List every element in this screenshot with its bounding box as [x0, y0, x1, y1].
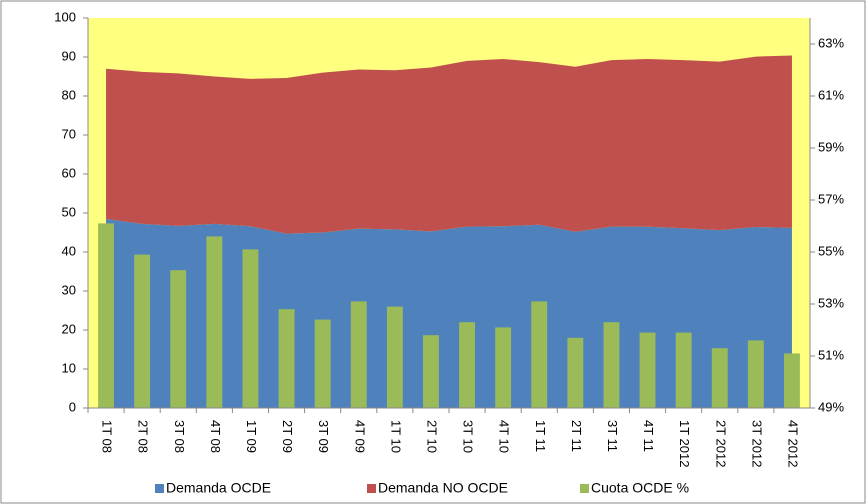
x-tick-label: 3T 09: [316, 420, 331, 453]
legend-swatch: [155, 484, 164, 493]
x-tick-label: 2T 10: [425, 420, 440, 453]
bar: [531, 301, 548, 408]
bar: [350, 301, 367, 408]
y-tick-label: 40: [62, 243, 76, 258]
bar: [747, 340, 764, 408]
x-tick-label: 2T 09: [280, 420, 295, 453]
bar: [784, 353, 800, 408]
y2-tick-label: 63%: [818, 35, 844, 50]
bar: [134, 254, 151, 408]
y2-tick-label: 57%: [818, 191, 844, 206]
bar: [639, 332, 656, 408]
bar: [567, 337, 584, 408]
legend-swatch: [367, 484, 376, 493]
y2-tick-label: 55%: [818, 243, 844, 258]
x-tick-label: 1T 08: [100, 420, 115, 453]
bar: [206, 236, 223, 408]
bar: [495, 327, 512, 408]
y2-tick-label: 49%: [818, 399, 844, 414]
x-tick-label: 1T 2012: [677, 420, 692, 467]
x-tick-label: 4T 11: [641, 420, 656, 452]
y2-tick-label: 53%: [818, 295, 844, 310]
x-tick-label: 1T 11: [533, 420, 548, 452]
bar: [98, 223, 114, 408]
y-tick-label: 70: [62, 126, 76, 141]
bar: [170, 270, 187, 408]
bar: [675, 332, 692, 408]
y-tick-label: 60: [62, 165, 76, 180]
y2-tick-label: 59%: [818, 139, 844, 154]
y-tick-label: 80: [62, 87, 76, 102]
bar: [711, 348, 728, 408]
x-tick-label: 1T 10: [388, 420, 403, 453]
x-tick-label: 2T 2012: [713, 420, 728, 467]
legend-swatch: [580, 484, 589, 493]
x-tick-label: 2T 11: [569, 420, 584, 452]
area: [106, 55, 792, 234]
legend-label: Demanda NO OCDE: [378, 480, 508, 496]
x-tick-label: 3T 2012: [749, 420, 764, 467]
y-tick-label: 100: [54, 9, 76, 24]
y-tick-label: 10: [62, 360, 76, 375]
y-tick-label: 30: [62, 282, 76, 297]
legend-label: Demanda OCDE: [166, 480, 271, 496]
x-tick-label: 1T 09: [244, 420, 259, 453]
y2-tick-label: 61%: [818, 87, 844, 102]
x-tick-label: 3T 08: [172, 420, 187, 453]
x-tick-label: 3T 10: [461, 420, 476, 453]
y-tick-label: 90: [62, 48, 76, 63]
area: [106, 218, 792, 408]
bar: [314, 319, 331, 408]
x-tick-label: 4T 09: [352, 420, 367, 453]
bar: [603, 322, 620, 408]
bar: [459, 322, 475, 408]
bar: [242, 249, 259, 408]
bar: [386, 306, 403, 408]
x-tick-label: 4T 2012: [786, 420, 801, 467]
y-tick-label: 50: [62, 204, 76, 219]
bar: [423, 335, 439, 408]
x-tick-label: 4T 10: [497, 420, 512, 453]
legend-label: Cuota OCDE %: [591, 480, 689, 496]
y-tick-label: 0: [69, 399, 76, 414]
y-tick-label: 20: [62, 321, 76, 336]
y2-tick-label: 51%: [818, 347, 844, 362]
x-tick-label: 4T 08: [208, 420, 223, 453]
x-tick-label: 3T 11: [605, 420, 620, 452]
x-tick-label: 2T 08: [136, 420, 151, 453]
bar: [278, 309, 295, 408]
